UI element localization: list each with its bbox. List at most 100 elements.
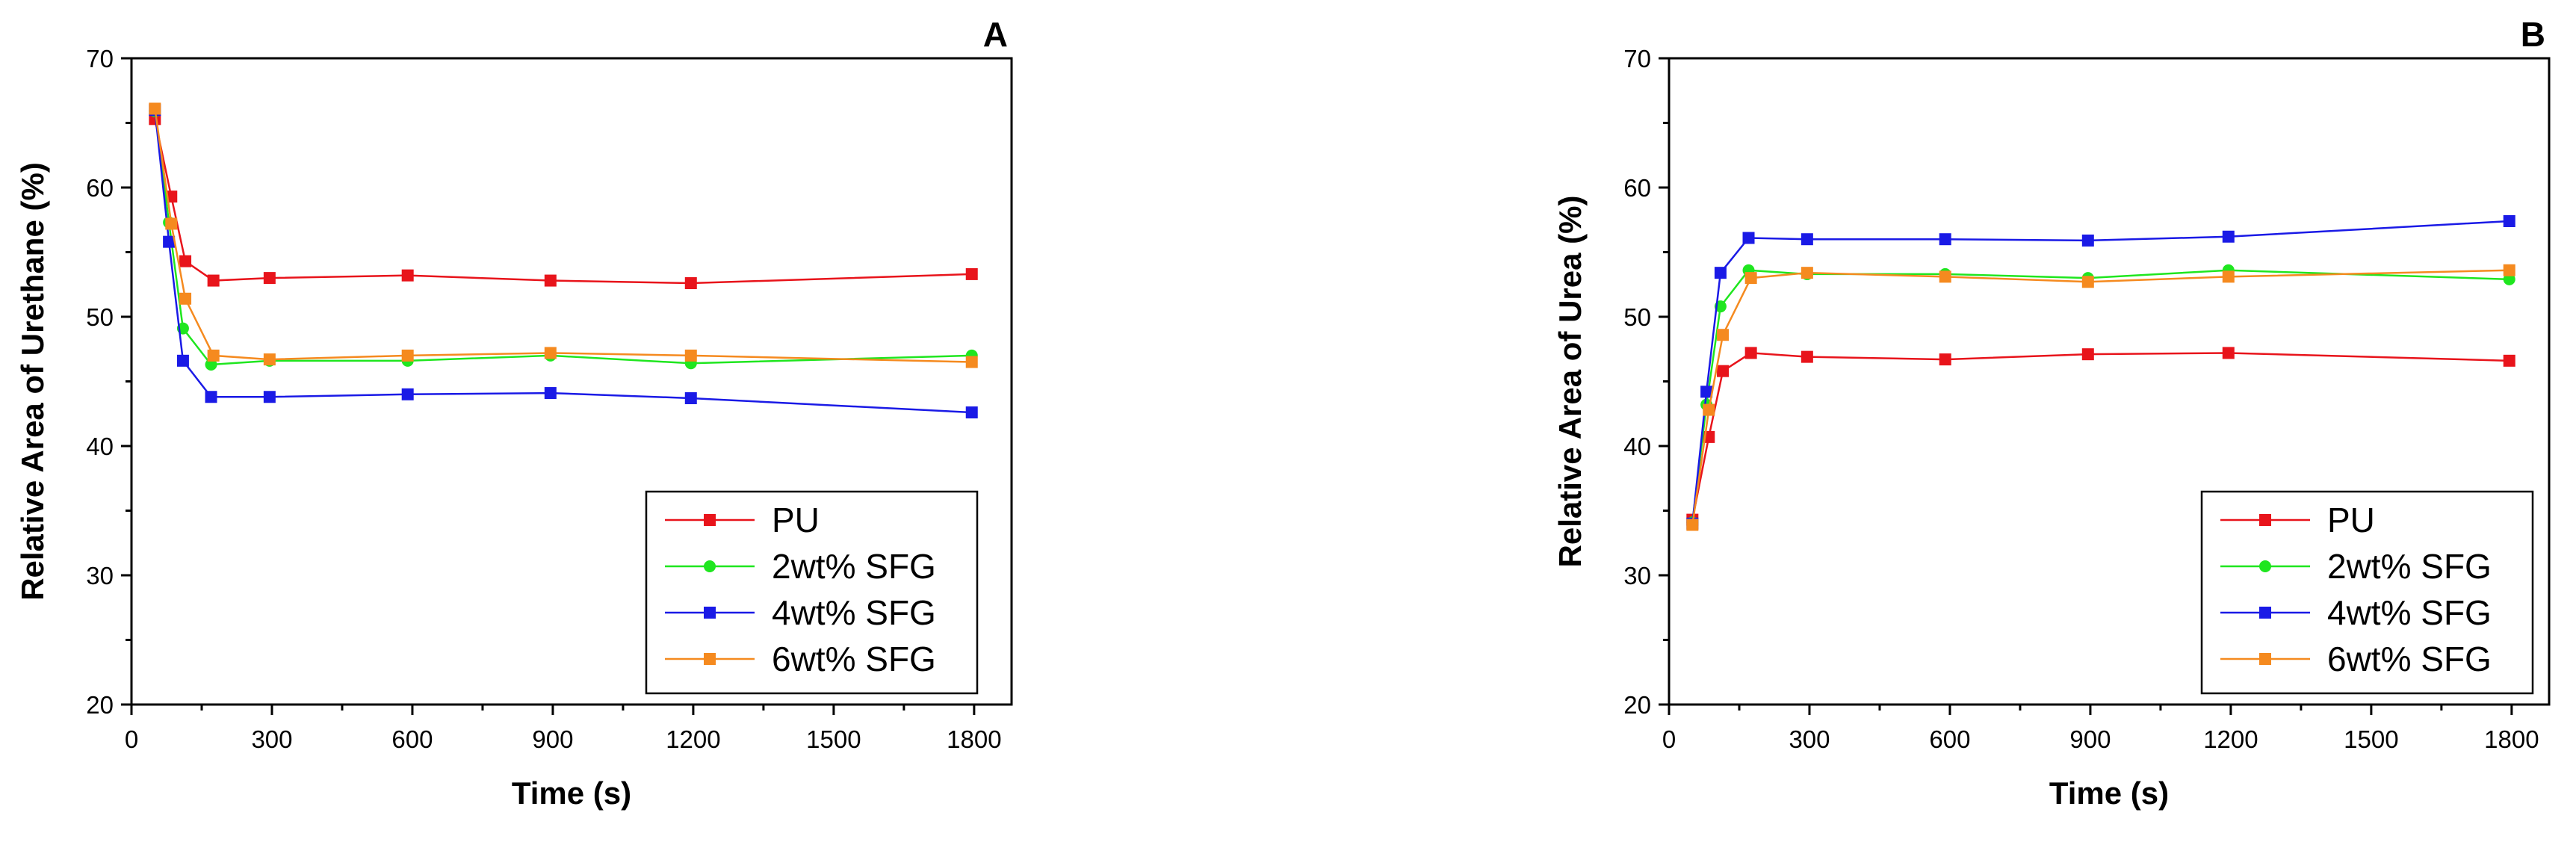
y-tick-label: 30 xyxy=(86,562,114,589)
data-point xyxy=(165,217,178,230)
x-tick-label: 600 xyxy=(391,725,433,753)
data-point xyxy=(2222,270,2235,283)
data-point xyxy=(207,349,220,362)
legend-label: 6wt% SFG xyxy=(2327,640,2492,678)
legend-marker xyxy=(2259,607,2271,619)
y-tick-label: 40 xyxy=(1623,433,1651,460)
data-point xyxy=(1939,233,1951,246)
series-pu xyxy=(149,113,978,290)
x-tick-label: 0 xyxy=(1662,725,1676,753)
legend-label: 6wt% SFG xyxy=(772,640,936,678)
data-point xyxy=(1744,272,1757,285)
data-point xyxy=(544,387,557,400)
data-point xyxy=(149,102,161,115)
series-2wt-sfg xyxy=(1686,264,2515,529)
data-point xyxy=(401,388,414,400)
series-6wt-sfg xyxy=(1686,264,2515,531)
legend-label: 4wt% SFG xyxy=(2327,593,2492,632)
y-tick-label: 40 xyxy=(86,433,114,460)
series-line xyxy=(154,119,972,285)
data-point xyxy=(1801,233,1813,246)
x-tick-label: 1500 xyxy=(806,725,861,753)
data-point xyxy=(179,292,192,305)
y-tick-label: 70 xyxy=(1623,45,1651,72)
data-point xyxy=(163,235,176,248)
data-point xyxy=(2503,273,2515,285)
x-tick-label: 1800 xyxy=(947,725,1001,753)
data-point xyxy=(1686,518,1699,531)
data-point xyxy=(1717,329,1730,341)
y-tick-label: 70 xyxy=(86,45,114,72)
legend-marker xyxy=(704,560,716,572)
data-point xyxy=(684,277,697,290)
data-point xyxy=(2503,264,2515,276)
data-point xyxy=(2222,230,2235,243)
legend-label: 4wt% SFG xyxy=(772,593,936,632)
data-point xyxy=(179,255,192,267)
data-point xyxy=(2222,347,2235,359)
data-point xyxy=(965,267,978,280)
data-point xyxy=(2081,234,2094,247)
data-point xyxy=(544,347,557,359)
data-point xyxy=(263,272,276,285)
data-point xyxy=(401,349,414,362)
data-point xyxy=(1717,365,1730,377)
legend-marker xyxy=(704,653,716,665)
data-point xyxy=(684,391,697,404)
x-tick-label: 900 xyxy=(532,725,573,753)
series-line xyxy=(154,110,972,414)
series-4wt-sfg xyxy=(149,104,978,419)
data-point xyxy=(401,269,414,282)
data-point xyxy=(2503,354,2515,367)
legend-marker xyxy=(2259,514,2271,526)
y-tick-label: 60 xyxy=(1623,174,1651,202)
series-4wt-sfg xyxy=(1686,214,2515,530)
legend-label: PU xyxy=(2327,501,2375,539)
legend-label: PU xyxy=(772,501,820,539)
series-line xyxy=(1691,220,2510,524)
y-axis-title: Relative Area of Urethane (%) xyxy=(15,162,50,601)
x-tick-label: 300 xyxy=(1789,725,1830,753)
data-point xyxy=(1801,267,1813,279)
series-line xyxy=(154,111,972,366)
legend-marker xyxy=(704,607,716,619)
data-point xyxy=(1939,270,1951,283)
data-point xyxy=(965,356,978,368)
y-tick-label: 30 xyxy=(1623,562,1651,589)
data-point xyxy=(1714,267,1727,279)
legend: PU 2wt% SFG 4wt% SFG 6wt% SFG xyxy=(2200,490,2534,695)
x-tick-label: 1200 xyxy=(2203,725,2258,753)
data-point xyxy=(544,274,557,287)
data-point xyxy=(1801,350,1813,363)
y-tick-label: 20 xyxy=(1623,691,1651,719)
data-point xyxy=(205,359,217,371)
chart-panel-b: 0 300 600 900 1200 1500 1800 20 30 40 50 60 70 Time (… xyxy=(1552,15,2551,811)
legend: PU 2wt% SFG 4wt% SFG 6wt% SFG xyxy=(645,490,979,695)
data-point xyxy=(2081,276,2094,288)
x-tick-label: 1500 xyxy=(2344,725,2398,753)
y-tick-label: 60 xyxy=(86,174,114,202)
data-point xyxy=(1703,403,1715,416)
legend-label: 2wt% SFG xyxy=(772,547,936,586)
series-6wt-sfg xyxy=(149,102,978,368)
y-tick-label: 20 xyxy=(86,691,114,719)
series-2wt-sfg xyxy=(149,105,978,371)
data-point xyxy=(1700,386,1713,398)
series-line xyxy=(154,108,972,363)
x-tick-label: 1200 xyxy=(666,725,720,753)
legend-label: 2wt% SFG xyxy=(2327,547,2492,586)
series-line xyxy=(1691,269,2510,523)
y-tick-label: 50 xyxy=(1623,303,1651,331)
chart-panel-a: 0 300 600 900 1200 1500 1800 20 30 40 50 60 70 Time (… xyxy=(15,15,1013,811)
data-point xyxy=(965,406,978,419)
x-tick-label: 600 xyxy=(1929,725,1970,753)
x-axis-title: Time (s) xyxy=(512,776,631,811)
data-point xyxy=(684,349,697,362)
panel-label: B xyxy=(2521,15,2545,54)
data-point xyxy=(205,391,217,403)
x-axis-title: Time (s) xyxy=(2049,776,2169,811)
x-tick-label: 300 xyxy=(251,725,292,753)
data-point xyxy=(1744,347,1757,359)
x-tick-label: 900 xyxy=(2069,725,2111,753)
